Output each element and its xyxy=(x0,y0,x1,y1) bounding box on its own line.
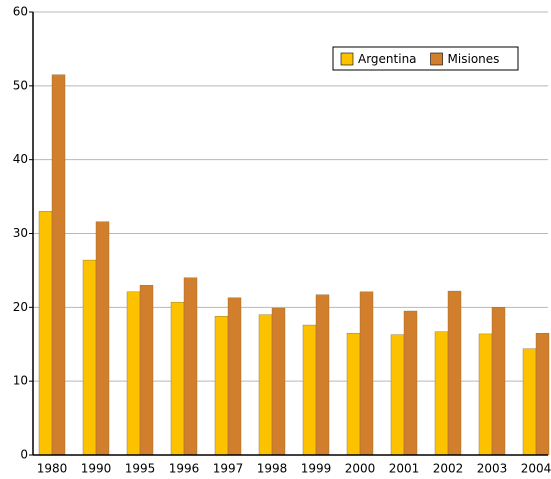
bar xyxy=(390,334,405,456)
bar xyxy=(271,307,286,456)
bar xyxy=(302,324,317,456)
bar xyxy=(139,284,154,456)
y-tick-label: 60 xyxy=(13,5,28,19)
bar xyxy=(359,291,374,456)
legend-label: Misiones xyxy=(448,52,500,66)
y-tick-label: 20 xyxy=(13,300,28,314)
bar xyxy=(183,277,198,456)
bar xyxy=(346,332,361,456)
x-tick-label: 2004 xyxy=(521,462,551,476)
y-tick-label: 0 xyxy=(20,448,28,462)
bar xyxy=(214,315,229,456)
legend-box xyxy=(332,46,519,71)
bar xyxy=(95,221,110,456)
bar xyxy=(82,259,97,456)
bar xyxy=(447,290,462,456)
x-tick-label: 1980 xyxy=(37,462,68,476)
bar xyxy=(403,310,418,456)
bar xyxy=(38,211,53,456)
y-tick-label: 30 xyxy=(13,226,28,240)
bar xyxy=(258,314,273,456)
x-tick-label: 2003 xyxy=(477,462,508,476)
bar xyxy=(126,291,141,456)
x-tick-label: 1995 xyxy=(125,462,156,476)
y-tick-label: 40 xyxy=(13,152,28,166)
bar xyxy=(170,301,185,456)
bar xyxy=(522,348,537,456)
bar xyxy=(227,297,242,456)
x-tick-label: 1999 xyxy=(301,462,332,476)
bar xyxy=(434,331,449,456)
x-tick-label: 1998 xyxy=(257,462,288,476)
y-tick-label: 50 xyxy=(13,78,28,92)
legend-swatch xyxy=(340,52,354,66)
x-tick-label: 1996 xyxy=(169,462,200,476)
legend-swatch xyxy=(430,52,443,66)
y-tick-label: 10 xyxy=(13,374,28,388)
bar xyxy=(51,74,66,456)
x-tick-label: 2002 xyxy=(433,462,464,476)
bar xyxy=(315,294,330,456)
x-tick-label: 2000 xyxy=(345,462,376,476)
bar xyxy=(478,333,493,456)
x-tick-label: 1997 xyxy=(213,462,244,476)
legend-label: Argentina xyxy=(358,52,417,66)
x-tick-label: 2001 xyxy=(389,462,420,476)
bar xyxy=(491,307,506,456)
bar xyxy=(535,332,550,456)
x-tick-label: 1990 xyxy=(81,462,112,476)
